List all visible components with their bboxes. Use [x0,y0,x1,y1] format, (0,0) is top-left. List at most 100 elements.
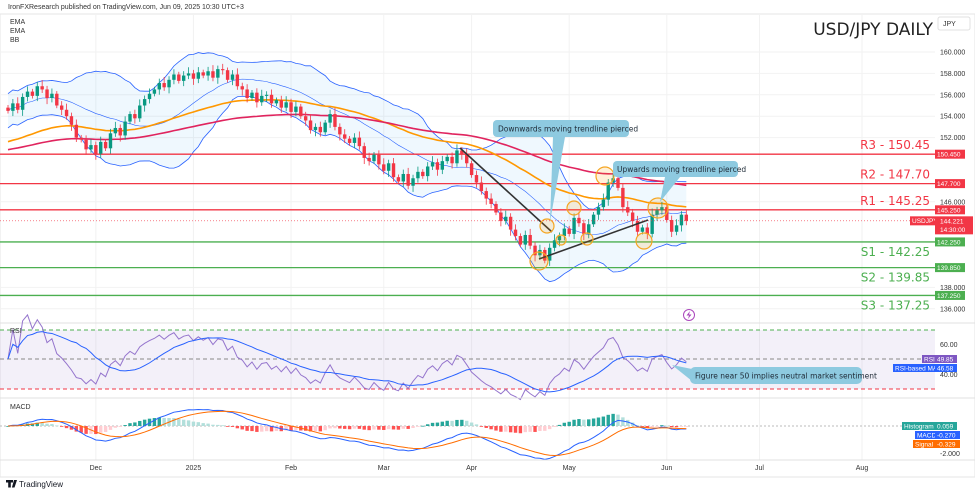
candle [518,233,523,248]
candle-body [391,163,396,178]
bollinger-bands [7,52,687,283]
histogram-bar [181,419,186,426]
level-badge-value: 150.450 [937,152,961,159]
candle-body [587,224,591,234]
histogram-bar [318,426,323,432]
histogram-bar [386,426,391,430]
candle-body [181,75,186,81]
candle-body [133,114,137,119]
candle-body [479,182,484,192]
callout-pointer [660,177,680,202]
candle-body [89,145,93,150]
candle [201,69,205,79]
candle [269,89,274,108]
histogram-bar [611,413,615,426]
bar-countdown: 14:30:00 [940,227,966,234]
candle-body [543,249,547,261]
histogram-bar [269,426,274,432]
events-lightning-icon[interactable] [683,309,695,321]
candle-body [411,178,415,186]
histogram-bar [313,426,318,432]
candle [435,158,440,176]
time-axis[interactable]: Dec 2025 Feb Mar Apr May Jun Jul Aug [90,465,869,472]
candle-body [679,214,684,226]
callout-upward-text: Upwards moving trendline pierced [617,165,746,174]
histogram-label: Histogram [904,424,934,431]
last-price-badge: USDJPY 144.221 14:30:00 [910,216,973,235]
candle-body [74,124,79,138]
macd-title[interactable]: MACD [10,404,31,411]
candle [40,80,44,93]
histogram-bar [294,426,298,431]
candle [562,223,567,241]
histogram-bar [328,426,332,429]
candle-body [626,207,630,213]
histogram-bar [543,426,547,431]
candle [669,215,674,238]
candle [411,174,415,192]
candle [152,86,157,97]
rsi-tick: 40.00 [940,372,958,379]
candle [25,86,30,102]
candle [445,154,449,164]
level-label-r2: R2 - 147.70 [860,168,930,182]
level-badge-value: 139.850 [937,265,961,272]
legend-bb[interactable]: BB [10,37,20,44]
rsi-ma-value: 46.58 [937,366,954,373]
candle [372,152,376,164]
callout-upward[interactable]: Upwards moving trendline pierced [613,161,746,202]
callout-rsi[interactable]: Figure near 50 implies neutral market se… [672,365,877,384]
histogram-bar [533,426,537,432]
candle-body [577,217,581,224]
histogram-bar [465,420,469,426]
downward-trendline[interactable] [459,147,553,233]
histogram-bar [113,426,118,428]
histogram-bar [362,426,366,430]
histogram-bar [430,422,435,426]
histogram-bar [35,422,39,426]
candle-body [347,138,352,143]
price-axis[interactable]: 160.000 158.000 156.000 154.000 152.000 146.0… [935,50,965,314]
histogram-bar [626,419,630,426]
histogram-bar [245,426,249,431]
histogram-bar [152,418,157,426]
histogram-bar [411,426,415,429]
candle-body [255,92,259,103]
candle-body [601,199,606,208]
candle [474,170,479,188]
candle [455,144,459,167]
level-badge [935,179,965,189]
candle [425,162,430,182]
rsi-title[interactable]: RSI [10,328,22,335]
candle-body [299,106,303,117]
histogram-bar [221,425,225,427]
callout-downward[interactable]: Downwards moving trendline pierced [493,120,638,222]
histogram-bar [416,426,420,427]
histogram-bar [523,426,527,433]
candle-body [191,73,196,79]
currency-button[interactable] [937,16,971,31]
candle [401,169,405,187]
histogram-bar [108,426,113,430]
histogram-bar [30,423,35,426]
candle-body [103,141,108,149]
candle-body [35,86,39,96]
candle-body [99,141,103,154]
candle-body [377,154,381,165]
level-label-s3: S3 - 137.25 [861,298,930,312]
indicator-legend[interactable]: EMA EMA BB [10,19,26,44]
candle [162,76,166,91]
candle-body [406,173,410,186]
candle-body [596,207,601,215]
candle [352,133,357,149]
candle [191,69,196,85]
candle-body [396,177,401,182]
candle-body [94,145,98,154]
candle-body [533,245,537,256]
candle [338,123,342,141]
histogram-bar [94,426,98,435]
legend-ema-1[interactable]: EMA [10,19,26,26]
candle [343,129,347,144]
legend-ema-2[interactable]: EMA [10,28,26,35]
candle-body [113,127,118,134]
